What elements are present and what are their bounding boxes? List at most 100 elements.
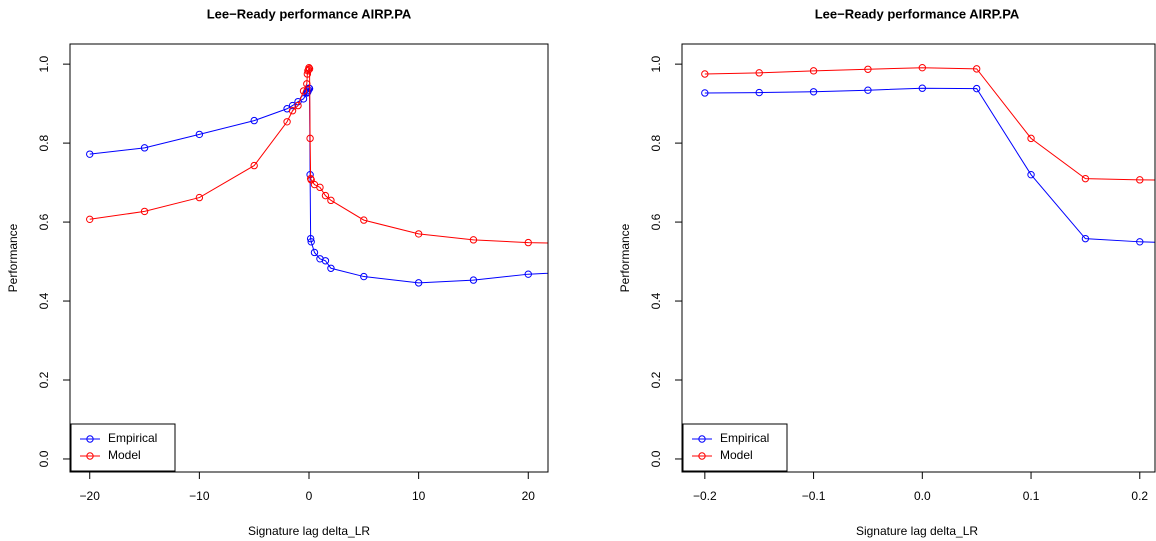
point [755, 69, 763, 77]
series-line [89, 66, 548, 244]
point [288, 101, 297, 110]
point [1027, 170, 1035, 179]
x-tick-label: 10 [412, 489, 426, 503]
point [294, 101, 302, 110]
point [321, 257, 330, 265]
point [307, 238, 315, 246]
legend-label: Model [720, 448, 753, 462]
x-tick-label: 0.2 [1131, 489, 1148, 503]
y-tick-label: 0.2 [37, 371, 51, 388]
point [414, 279, 423, 287]
point [250, 116, 258, 125]
point [972, 65, 981, 73]
legend-marker [86, 452, 94, 460]
point [360, 272, 368, 281]
point [327, 264, 335, 272]
point [1136, 176, 1144, 184]
point [303, 80, 311, 88]
legend-marker [698, 435, 706, 443]
plot-area [86, 63, 586, 287]
point [140, 144, 149, 152]
point [864, 86, 872, 94]
y-tick-label: 0.6 [37, 213, 51, 230]
point [316, 183, 324, 192]
point [918, 63, 927, 72]
point [524, 238, 532, 247]
point [1136, 238, 1144, 246]
x-tick-label: 0 [306, 489, 313, 503]
plot-area [701, 63, 1155, 246]
x-tick-label: −0.1 [802, 489, 826, 503]
y-tick-label: 0.0 [37, 450, 51, 467]
point [1081, 234, 1090, 243]
y-tick-label: 0.6 [649, 213, 663, 230]
y-tick-label: 0.8 [37, 134, 51, 151]
point [524, 270, 532, 278]
point [469, 236, 478, 244]
point [305, 65, 314, 73]
legend-marker [698, 452, 706, 460]
x-axis-label: Signature lag delta_LR [248, 524, 370, 538]
point [310, 248, 319, 257]
x-tick-label: 0.0 [914, 489, 931, 503]
point [140, 207, 149, 216]
y-tick-label: 1.0 [37, 55, 51, 72]
legend-box [682, 423, 788, 472]
point [321, 191, 330, 200]
point [327, 196, 335, 205]
point [469, 276, 478, 284]
chart-title: Lee−Ready performance AIRP.PA [207, 6, 412, 21]
series-line [89, 87, 548, 284]
legend-marker [86, 435, 94, 443]
x-tick-label: 20 [522, 489, 536, 503]
point [299, 87, 308, 95]
point [306, 234, 315, 243]
point [86, 150, 94, 158]
point [864, 65, 872, 73]
point [809, 88, 818, 96]
x-tick-label: −0.2 [693, 489, 717, 503]
y-tick-label: 0.2 [649, 371, 663, 388]
x-tick-label: −10 [189, 489, 210, 503]
point [283, 118, 291, 126]
legend-label: Model [108, 448, 141, 462]
legend-label: Empirical [108, 431, 157, 445]
point [580, 241, 586, 247]
point [414, 230, 423, 238]
series-line [704, 67, 1155, 181]
chart-title: Lee−Ready performance AIRP.PA [815, 6, 1020, 21]
point [250, 161, 258, 170]
point [580, 268, 586, 274]
x-tick-label: −20 [80, 489, 101, 503]
point [360, 216, 368, 224]
y-axis-label: Performance [618, 223, 632, 292]
point [1027, 134, 1035, 143]
point [701, 70, 709, 78]
y-tick-label: 1.0 [649, 55, 663, 72]
point [809, 67, 818, 75]
legend-box [70, 423, 176, 472]
y-tick-label: 0.0 [649, 450, 663, 467]
point [701, 89, 709, 97]
point [755, 88, 763, 97]
point [288, 107, 297, 115]
series-line [704, 87, 1155, 243]
plot-frame [681, 43, 1156, 473]
point [195, 130, 204, 139]
point [306, 134, 314, 143]
x-tick-label: 0.1 [1023, 489, 1040, 503]
y-tick-label: 0.8 [649, 134, 663, 151]
plot-frame [69, 43, 549, 473]
point [918, 84, 927, 92]
point [972, 84, 981, 93]
x-axis-label: Signature lag delta_LR [856, 524, 978, 538]
y-tick-label: 0.4 [649, 292, 663, 309]
point [195, 193, 204, 202]
point [86, 215, 94, 224]
y-tick-label: 0.4 [37, 292, 51, 309]
legend-label: Empirical [720, 431, 769, 445]
y-axis-label: Performance [6, 223, 20, 292]
point [1081, 174, 1090, 183]
